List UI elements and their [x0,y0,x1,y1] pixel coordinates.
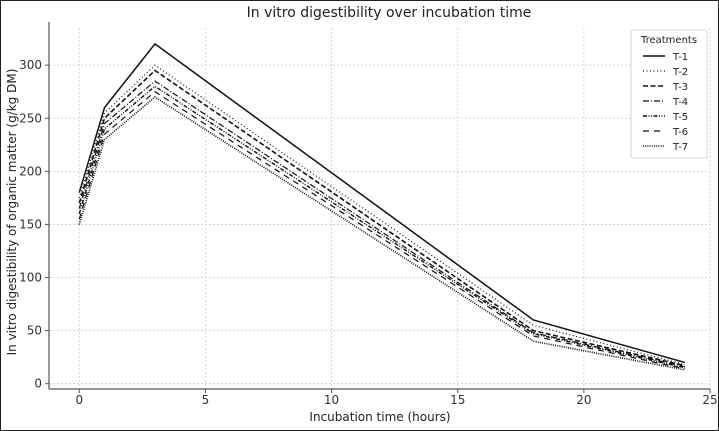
y-axis-label: In vitro digestibility of organic matter… [5,69,19,356]
series-line-t-6 [78,90,685,370]
y-tick-label: 200 [19,164,42,178]
legend-title: Treatments [640,35,697,46]
x-tick-label: 5 [202,393,210,407]
x-tick-label: 10 [324,393,339,407]
series-line-t-2 [78,64,685,366]
series-line-t-5 [78,85,685,369]
series-line-t-7 [78,96,685,371]
series-line-t-4 [78,80,685,368]
legend-label-t-5: T-5 [672,112,688,123]
x-tick-label: 20 [576,393,591,407]
x-tick-label: 0 [75,393,83,407]
series-line-t-3 [78,69,685,367]
y-tick-label: 50 [27,324,42,338]
legend-label-t-3: T-3 [672,82,688,93]
legend: Treatments T-1 T-2 T-3 T-4 T-5 T-6 T-7 [630,29,708,159]
legend-label-t-2: T-2 [672,67,688,78]
grid [49,28,711,389]
legend-label-t-7: T-7 [672,142,688,153]
y-tick-label: 300 [19,58,42,72]
chart-title: In vitro digestibility over incubation t… [247,5,532,21]
x-tick-label: 15 [450,393,465,407]
y-tick-label: 100 [19,271,42,285]
x-tick-label: 25 [702,393,717,407]
legend-box [630,29,708,159]
legend-label-t-6: T-6 [672,127,688,138]
y-tick-label: 250 [19,111,42,125]
series-line-t-1 [78,42,685,364]
y-tick-label: 150 [19,217,42,231]
legend-label-t-4: T-4 [672,97,688,108]
legend-label-t-1: T-1 [672,52,688,63]
series-group [78,42,685,371]
y-tick-label: 0 [34,377,42,391]
x-axis-label: Incubation time (hours) [309,410,450,424]
